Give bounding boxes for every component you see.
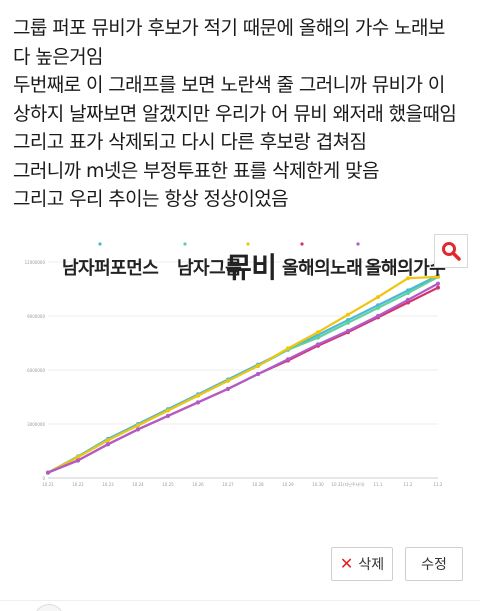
x-tick-label: 11.2 <box>434 482 443 487</box>
search-icon <box>442 242 461 261</box>
post-line: 그리고 우리 추이는 항상 정상이었음 <box>13 188 289 210</box>
data-point <box>76 458 80 463</box>
avatar <box>34 604 64 611</box>
data-point <box>406 297 410 302</box>
post-line: 다 높은거임 <box>13 45 103 68</box>
data-point <box>316 335 320 340</box>
data-point <box>346 312 350 317</box>
x-tick-label: 10.26 <box>192 482 204 487</box>
comment-area-edge <box>0 600 480 611</box>
data-point <box>316 330 320 335</box>
edit-button[interactable]: 수정 <box>405 547 463 581</box>
data-point <box>76 455 80 460</box>
data-point <box>166 408 170 413</box>
x-tick-label: 10.23 <box>102 482 114 487</box>
data-point <box>136 423 140 428</box>
data-point <box>436 281 440 286</box>
post-line: 그룹 퍼포 뮤비가 후보가 적기 때문에 올해의 가수 노래보 <box>13 17 445 39</box>
series-line <box>47 275 439 474</box>
delete-button[interactable]: ✕ 삭제 <box>331 547 393 581</box>
x-tick-label: 11.1 <box>374 482 383 487</box>
line-chart: 12000000 9000000 6000000 3000000 010.21 10.22… <box>25 242 443 487</box>
post-line: 그리고 표가 삭제되고 다시 다른 후보랑 겹쳐짐 <box>13 131 367 153</box>
y-tick-label: 3000000 <box>27 422 45 427</box>
y-tick-label: 0 <box>42 476 45 481</box>
data-point <box>196 393 200 398</box>
x-tick-label: 10.22 <box>72 482 84 487</box>
data-point <box>406 291 410 296</box>
data-point <box>166 413 170 418</box>
data-point <box>436 274 440 279</box>
series-line <box>47 282 439 474</box>
edit-label: 수정 <box>421 557 447 573</box>
series-line <box>47 274 439 474</box>
data-point <box>436 285 440 290</box>
data-point <box>136 427 140 432</box>
data-point <box>286 346 290 351</box>
legend-marker <box>183 242 187 246</box>
image-search-button[interactable] <box>434 234 468 268</box>
data-point <box>106 438 110 443</box>
y-tick-label: 6000000 <box>27 368 45 373</box>
data-point <box>316 342 320 347</box>
post-line: 상하지 날짜보면 알겠지만 우리가 어 뮤비 왜저래 했을때임 <box>13 102 457 125</box>
embedded-chart-image[interactable]: 12000000 9000000 6000000 3000000 0 10.21 10.22… <box>20 232 472 494</box>
x-tick-label: 10.24 <box>132 482 144 487</box>
data-point <box>106 442 110 447</box>
data-point <box>346 328 350 333</box>
delete-label: 삭제 <box>358 557 385 573</box>
data-point <box>376 305 380 310</box>
data-point <box>376 295 380 300</box>
data-point <box>256 363 260 368</box>
x-tick-label: 10.30 <box>312 482 324 487</box>
post-line: 두번째로 이 그래프를 보면 노란색 줄 그러니까 뮤비가 이 <box>13 74 445 96</box>
x-tick-label: 10.21 <box>42 482 54 487</box>
post-body: 그룹 퍼포 뮤비가 후보가 적기 때문에 올해의 가수 노래보 다 높은거임 두… <box>13 14 473 214</box>
post-actions: ✕ 삭제 수정 <box>331 547 463 581</box>
x-tick-label: 10.28 <box>252 482 264 487</box>
legend-marker <box>356 242 360 246</box>
post-line: 그러니까 m넷은 부정투표한 표를 삭제한게 맞음 <box>13 159 379 182</box>
y-tick-label: 12000000 <box>25 260 46 265</box>
x-tick-label: 10.31(지난주사이) <box>332 481 365 487</box>
data-point <box>256 372 260 377</box>
data-point <box>406 276 410 281</box>
data-point <box>226 378 230 383</box>
legend-marker <box>246 242 250 246</box>
x-tick-label: 10.29 <box>282 482 294 487</box>
data-point <box>376 314 380 318</box>
data-point <box>346 320 350 325</box>
x-tick-label: 10.27 <box>222 482 234 487</box>
data-point <box>46 470 50 475</box>
x-tick-label: 11.2 <box>404 482 413 487</box>
close-icon: ✕ <box>339 554 354 573</box>
divider <box>0 600 480 601</box>
legend-marker <box>98 242 102 246</box>
data-point <box>196 400 200 405</box>
data-point <box>226 386 230 391</box>
x-tick-label: 10.25 <box>162 482 174 487</box>
legend-marker <box>300 242 304 246</box>
data-point <box>286 357 290 362</box>
y-tick-label: 9000000 <box>27 314 45 319</box>
